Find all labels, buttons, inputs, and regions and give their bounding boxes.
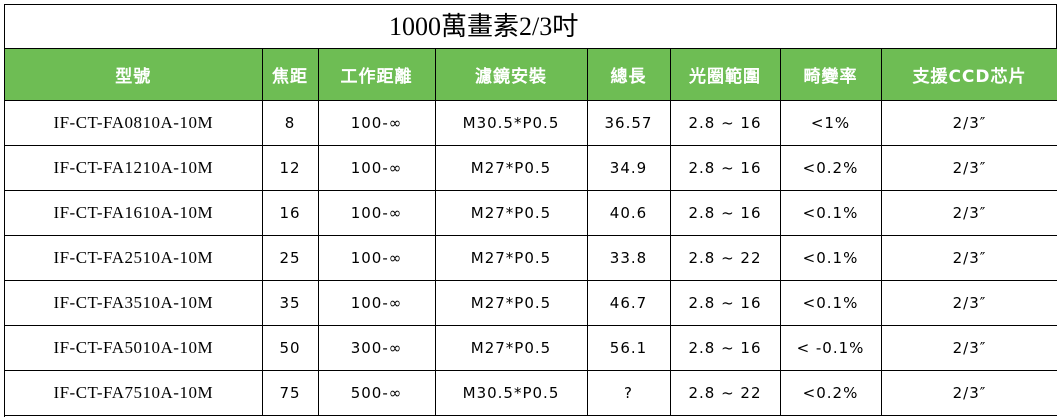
- model-cell: IF-CT-FA5010A-10M: [5, 325, 263, 371]
- sensor-support-header: 支援CCD芯片: [881, 49, 1057, 101]
- table-row: IF-CT-FA2510A-10M 25 100-∞ M27*P0.5 33.8 2.8 …: [5, 235, 1057, 281]
- working-distance-cell: 500-∞: [318, 370, 436, 416]
- filter-mount-cell: M27*P0.5: [435, 145, 588, 191]
- working-distance-cell: 300-∞: [318, 325, 436, 371]
- spec-sheet: 1000萬畫素2/3吋 型號 焦距 工作距離 濾鏡安裝 總長 光圈範圍 畸變率 支援CCD芯片…: [4, 4, 1057, 417]
- sensor-support-cell: 2/3″: [881, 100, 1057, 146]
- table-row: IF-CT-FA5010A-10M 50 300-∞ M27*P0.5 56.1 2.8 …: [5, 325, 1057, 371]
- filter-mount-cell: M27*P0.5: [435, 190, 588, 236]
- filter-mount-cell: M30.5*P0.5: [435, 100, 588, 146]
- focal-length-cell: 8: [262, 100, 319, 146]
- working-distance-cell: 100-∞: [318, 235, 436, 281]
- table-row: IF-CT-FA1210A-10M 12 100-∞ M27*P0.5 34.9 2.8 …: [5, 145, 1057, 191]
- model-cell: IF-CT-FA1610A-10M: [5, 190, 263, 236]
- filter-mount-cell: M27*P0.5: [435, 280, 588, 326]
- table-row: IF-CT-FA1610A-10M 16 100-∞ M27*P0.5 40.6 2.8 …: [5, 190, 1057, 236]
- aperture-range-cell: 2.8 ~ 16: [670, 325, 781, 371]
- table-row: IF-CT-FA0810A-10M 8 100-∞ M30.5*P0.5 36.57 2.…: [5, 100, 1057, 146]
- model-cell: IF-CT-FA1210A-10M: [5, 145, 263, 191]
- aperture-range-cell: 2.8 ~ 22: [670, 235, 781, 281]
- distortion-header: 畸變率: [780, 49, 882, 101]
- sensor-support-cell: 2/3″: [881, 325, 1057, 371]
- model-cell: IF-CT-FA2510A-10M: [5, 235, 263, 281]
- total-length-cell: 33.8: [587, 235, 671, 281]
- aperture-range-cell: 2.8 ~ 22: [670, 370, 781, 416]
- total-length-cell: 36.57: [587, 100, 671, 146]
- working-distance-cell: 100-∞: [318, 280, 436, 326]
- model-cell: IF-CT-FA0810A-10M: [5, 100, 263, 146]
- total-length-cell: 46.7: [587, 280, 671, 326]
- distortion-cell: <0.2%: [780, 370, 882, 416]
- total-length-cell: ?: [587, 370, 671, 416]
- header-row: 型號 焦距 工作距離 濾鏡安裝 總長 光圈範圍 畸變率 支援CCD芯片: [5, 49, 1057, 101]
- aperture-range-cell: 2.8 ~ 16: [670, 100, 781, 146]
- focal-length-cell: 75: [262, 370, 319, 416]
- sensor-support-cell: 2/3″: [881, 190, 1057, 236]
- filter-mount-cell: M30.5*P0.5: [435, 370, 588, 416]
- aperture-range-cell: 2.8 ~ 16: [670, 145, 781, 191]
- sensor-support-cell: 2/3″: [881, 145, 1057, 191]
- working-distance-header: 工作距離: [318, 49, 436, 101]
- sensor-support-cell: 2/3″: [881, 370, 1057, 416]
- model-cell: IF-CT-FA7510A-10M: [5, 370, 263, 416]
- sensor-support-cell: 2/3″: [881, 280, 1057, 326]
- distortion-cell: <0.1%: [780, 235, 882, 281]
- working-distance-cell: 100-∞: [318, 190, 436, 236]
- working-distance-cell: 100-∞: [318, 100, 436, 146]
- total-length-cell: 56.1: [587, 325, 671, 371]
- filter-mount-cell: M27*P0.5: [435, 235, 588, 281]
- focal-length-cell: 12: [262, 145, 319, 191]
- filter-mount-cell: M27*P0.5: [435, 325, 588, 371]
- distortion-cell: <0.1%: [780, 190, 882, 236]
- distortion-cell: <0.2%: [780, 145, 882, 191]
- working-distance-cell: 100-∞: [318, 145, 436, 191]
- spec-table: 型號 焦距 工作距離 濾鏡安裝 總長 光圈範圍 畸變率 支援CCD芯片 IF-CT-FA081…: [5, 49, 1057, 416]
- focal-length-header: 焦距: [262, 49, 319, 101]
- total-length-cell: 40.6: [587, 190, 671, 236]
- sensor-support-cell: 2/3″: [881, 235, 1057, 281]
- focal-length-cell: 50: [262, 325, 319, 371]
- table-title: 1000萬畫素2/3吋: [5, 5, 1057, 49]
- table-row: IF-CT-FA7510A-10M 75 500-∞ M30.5*P0.5? 2.8 ~…: [5, 370, 1057, 416]
- distortion-cell: < -0.1%: [780, 325, 882, 371]
- total-length-cell: 34.9: [587, 145, 671, 191]
- distortion-cell: <1%: [780, 100, 882, 146]
- aperture-range-cell: 2.8 ~ 16: [670, 280, 781, 326]
- focal-length-cell: 35: [262, 280, 319, 326]
- focal-length-cell: 25: [262, 235, 319, 281]
- model-header: 型號: [5, 49, 263, 101]
- filter-mount-header: 濾鏡安裝: [435, 49, 588, 101]
- distortion-cell: <0.1%: [780, 280, 882, 326]
- focal-length-cell: 16: [262, 190, 319, 236]
- aperture-range-cell: 2.8 ~ 16: [670, 190, 781, 236]
- table-row: IF-CT-FA3510A-10M 35 100-∞ M27*P0.5 46.7 2.8 …: [5, 280, 1057, 326]
- aperture-range-header: 光圈範圍: [670, 49, 781, 101]
- table-body: IF-CT-FA0810A-10M 8 100-∞ M30.5*P0.5 36.57 2.…: [5, 100, 1057, 416]
- model-cell: IF-CT-FA3510A-10M: [5, 280, 263, 326]
- total-length-header: 總長: [587, 49, 671, 101]
